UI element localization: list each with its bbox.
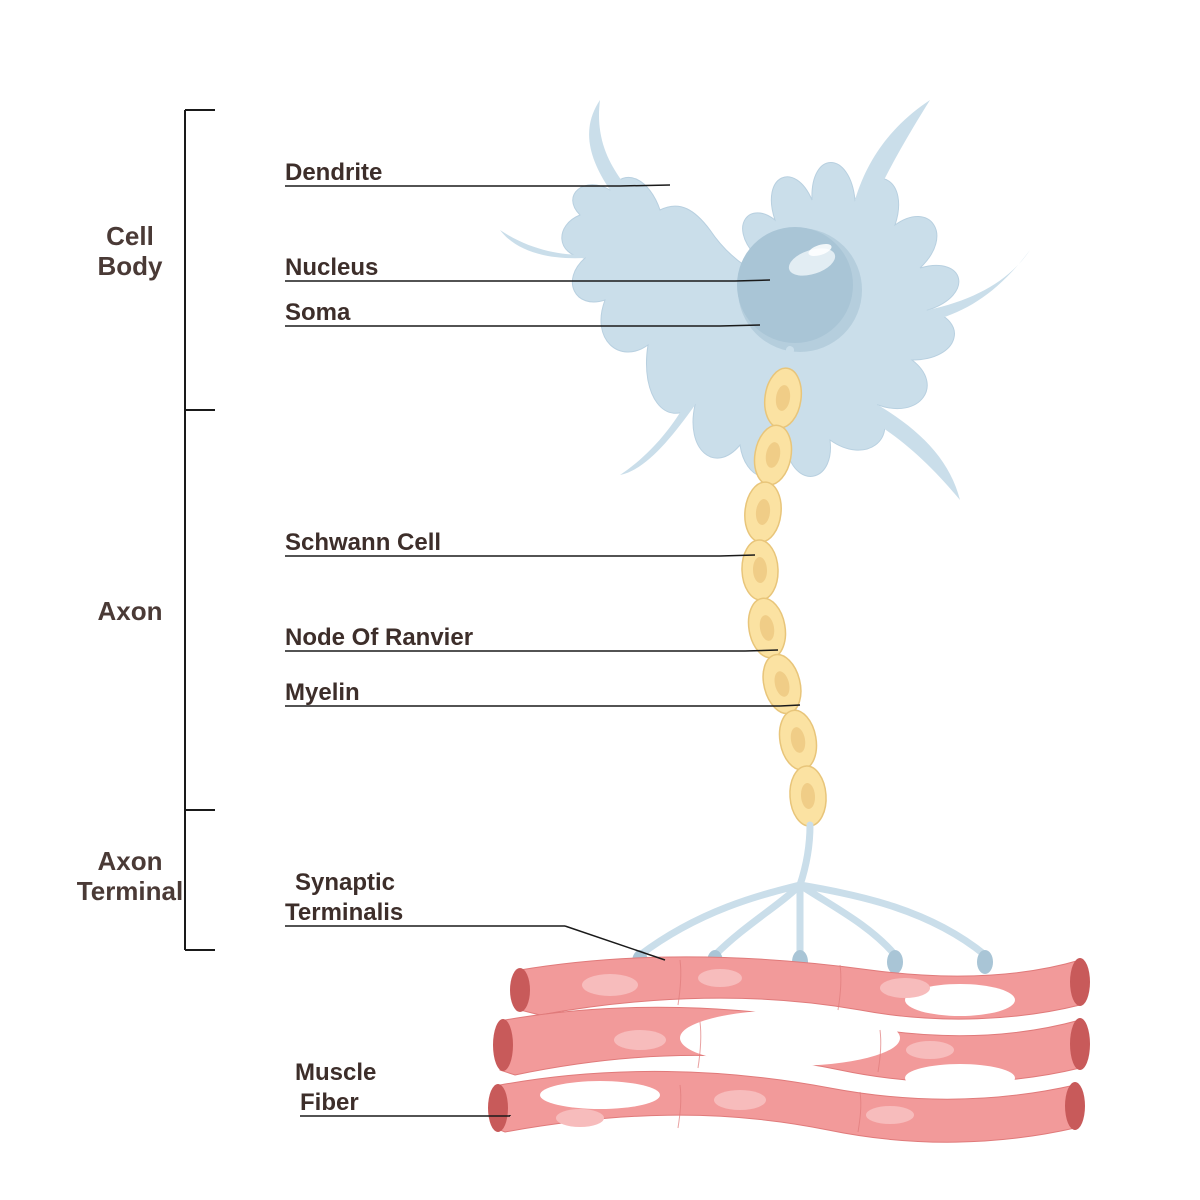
label-dendrite: Dendrite xyxy=(285,159,382,186)
label-nucleus: Nucleus xyxy=(285,254,378,281)
label-schwann: Schwann Cell xyxy=(285,529,441,556)
axon-terminal-group xyxy=(640,825,985,955)
leader-soma xyxy=(720,325,760,326)
section-label-axon-terminal: AxonTerminal xyxy=(77,846,183,906)
label-myelin: Myelin xyxy=(285,679,360,706)
label-ranvier: Node Of Ranvier xyxy=(285,624,473,651)
nucleus-shape xyxy=(737,227,862,352)
leader-synaptic2 xyxy=(565,926,665,960)
leader-nucleus xyxy=(735,280,770,281)
label-synaptic1: Synaptic xyxy=(295,869,395,896)
leader-myelin xyxy=(780,705,800,706)
section-labels: CellBody Axon AxonTerminal xyxy=(77,221,183,906)
label-muscle1: Muscle xyxy=(295,1059,376,1086)
leader-dendrite xyxy=(620,185,670,186)
label-muscle2: Fiber xyxy=(300,1089,359,1116)
label-soma: Soma xyxy=(285,299,351,326)
section-label-cell-body: CellBody xyxy=(98,221,164,281)
leader-ranvier xyxy=(745,650,778,651)
part-labels: Dendrite Nucleus Soma Schwann Cell Node Of R… xyxy=(285,159,473,1116)
leader-schwann xyxy=(720,555,755,556)
muscle-fiber-group xyxy=(488,957,1090,1142)
section-label-axon: Axon xyxy=(98,596,163,626)
neuron-diagram: CellBody Axon AxonTerminal Dendrite Nucleus… xyxy=(0,0,1200,1200)
label-synaptic2: Terminalis xyxy=(285,899,403,926)
section-brackets xyxy=(185,110,215,950)
